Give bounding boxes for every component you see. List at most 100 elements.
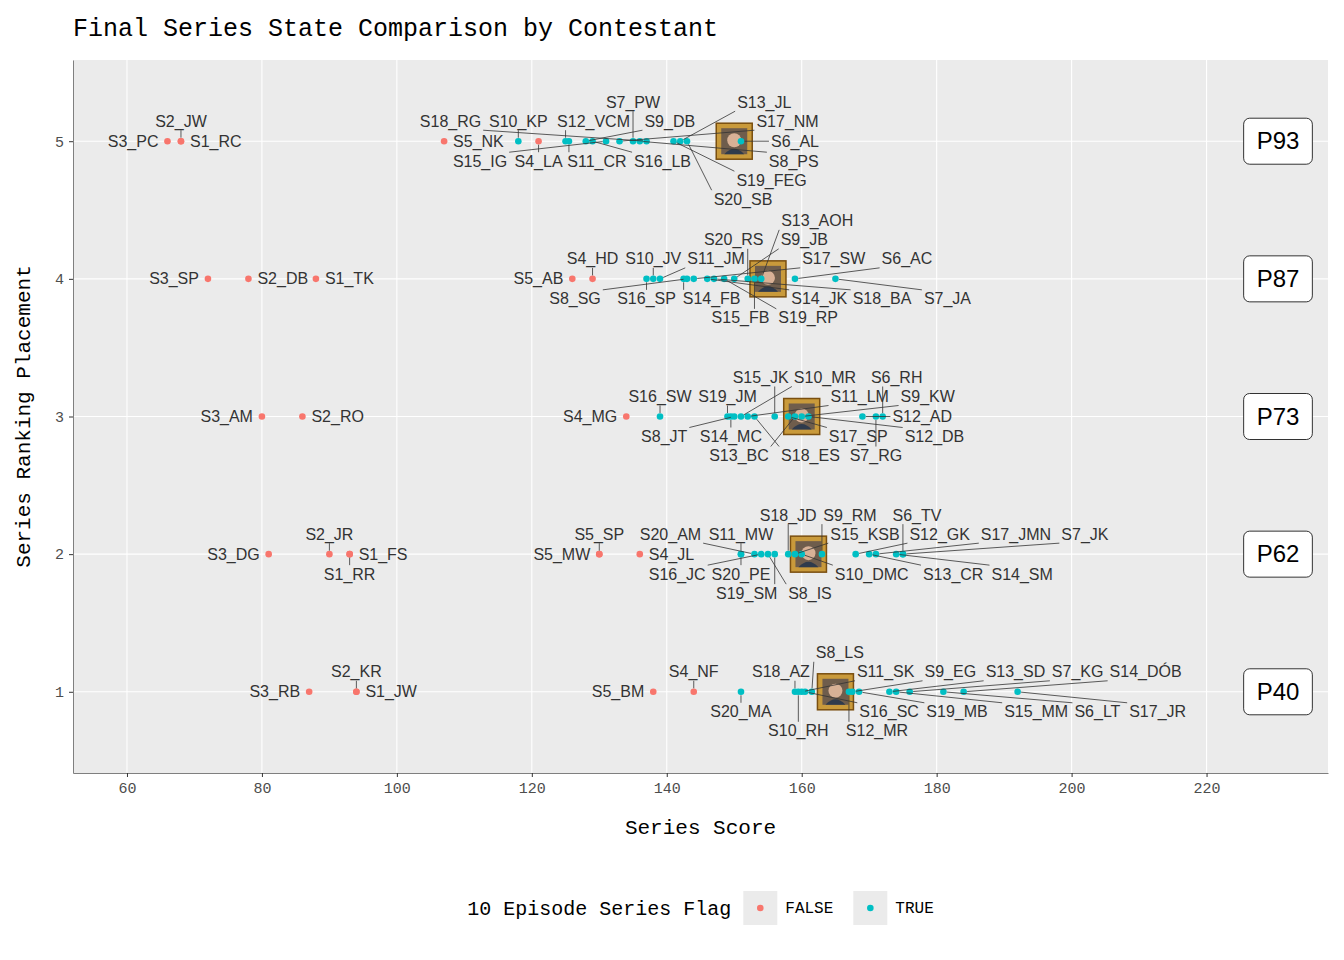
point-label: S10_DMC [835, 566, 909, 584]
point [589, 138, 596, 145]
leader-line [653, 268, 654, 276]
point [326, 551, 333, 558]
point-label: S12_DB [905, 428, 965, 446]
leader-line [900, 692, 1003, 703]
point [738, 688, 745, 695]
y-grid-line [73, 554, 1328, 555]
leader-line [744, 141, 769, 142]
x-tick: 180 [924, 773, 951, 798]
point-label: S19_FEG [736, 172, 806, 190]
leader-line [329, 543, 330, 551]
leader-line [740, 695, 741, 703]
point-label: S19_RP [778, 309, 838, 327]
point [802, 688, 809, 695]
x-tick-mark [1207, 773, 1208, 777]
point [832, 276, 839, 283]
point [738, 138, 745, 145]
point [751, 413, 758, 420]
leader-line [730, 420, 731, 428]
point-label: S20_AM [640, 526, 701, 544]
point-label: S15_MM [1004, 703, 1068, 721]
point-label: S8_PS [769, 153, 819, 171]
leader-line [708, 555, 758, 565]
point-label: S2_DB [257, 270, 308, 288]
x-tick-mark [1072, 773, 1073, 777]
leader-line [660, 406, 661, 414]
leader-line [913, 681, 1050, 692]
leader-line [812, 417, 903, 428]
point [299, 413, 306, 420]
point-label: S18_RG [420, 113, 481, 131]
point-label: S14_JK [791, 290, 847, 308]
x-tick-label: 120 [519, 781, 546, 798]
x-tick-mark [532, 773, 533, 777]
leader-line [848, 695, 849, 722]
leader-lines [181, 111, 1127, 722]
point-label: S20_SB [714, 191, 773, 209]
legend-marker [867, 905, 874, 912]
point-label: S10_MR [794, 369, 856, 387]
point-label: S19_SM [716, 585, 777, 603]
leader-line [839, 279, 922, 290]
point [346, 551, 353, 558]
point-label: S17_SP [829, 428, 888, 446]
point-label: S3_DG [207, 546, 259, 564]
point [684, 276, 691, 283]
point [771, 413, 778, 420]
point-label: S14_DÓB [1110, 662, 1182, 681]
legend-label: FALSE [785, 900, 833, 918]
photo-frame [790, 536, 826, 572]
x-tick-mark [262, 773, 263, 777]
leader-line [792, 417, 827, 427]
leader-line [812, 662, 814, 689]
x-tick: 160 [789, 773, 816, 798]
point-label: S6_TV [892, 507, 941, 525]
point [893, 688, 900, 695]
point [785, 551, 792, 558]
x-axis-line [74, 773, 1329, 774]
photo-shoulders [798, 562, 818, 568]
point [623, 413, 630, 420]
legend-label: TRUE [895, 900, 933, 918]
point-label: S16_SC [859, 703, 919, 721]
point [178, 138, 185, 145]
x-tick-label: 200 [1059, 781, 1086, 798]
point-label: S9_EG [925, 663, 977, 681]
point-label: S11_JM [687, 250, 745, 268]
point [852, 551, 859, 558]
point-label: S2_RO [311, 408, 363, 426]
point-label: S17_NM [756, 113, 818, 131]
point-label: S11_MW [709, 526, 775, 544]
point-label: S6_LT [1074, 703, 1120, 721]
leader-line [805, 406, 898, 417]
point-label: S2_KR [331, 663, 382, 681]
leader-line [596, 142, 632, 152]
point [164, 138, 171, 145]
leader-line [856, 681, 923, 691]
point-label: S4_HD [567, 250, 619, 268]
leader-line [646, 282, 647, 290]
point [589, 276, 596, 283]
legend-key [853, 891, 887, 925]
point-label: S8_JT [641, 428, 687, 446]
point-label: S18_AZ [752, 663, 810, 681]
leader-line [711, 279, 790, 290]
point-label: S13_SD [986, 663, 1046, 681]
point-label: S14_FB [683, 290, 741, 308]
point [596, 551, 603, 558]
point-label: S16_SP [617, 290, 676, 308]
chart-title: Final Series State Comparison by Contest… [73, 15, 718, 44]
grid [73, 60, 1328, 773]
point-label: S1_TK [325, 270, 374, 288]
point [569, 276, 576, 283]
leader-line [180, 130, 181, 138]
point-label: S20_MA [710, 703, 772, 721]
y-tick-mark [69, 417, 73, 418]
point-label: S1_RC [190, 133, 242, 151]
y-tick-label: 3 [55, 410, 64, 427]
leader-line [693, 681, 694, 689]
highlight-photo [784, 399, 820, 435]
point [751, 551, 758, 558]
point [771, 551, 778, 558]
point [738, 413, 745, 420]
